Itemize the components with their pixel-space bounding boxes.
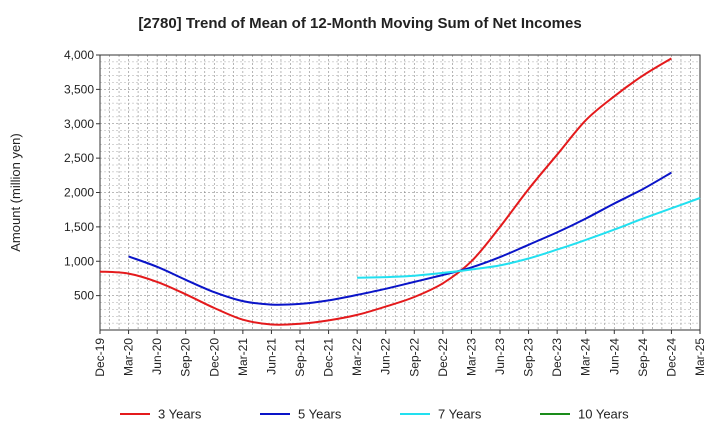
x-tick-label: Jun-24	[607, 338, 621, 375]
legend-label: 3 Years	[158, 407, 202, 422]
x-tick-label: Mar-21	[236, 338, 250, 376]
x-tick-label: Mar-22	[350, 338, 364, 376]
x-tick-label: Sep-21	[293, 338, 307, 377]
series-lines	[99, 57, 701, 326]
legend: 3 Years 5 Years 7 Years 10 Years	[120, 407, 629, 422]
x-tick-label: Mar-20	[122, 338, 136, 376]
y-tick-label: 1,000	[64, 254, 94, 268]
x-tick-label: Sep-24	[636, 338, 650, 377]
y-tick-label: 2,500	[64, 151, 94, 165]
x-tick-label: Jun-22	[379, 338, 393, 375]
x-axis-ticks: Dec-19 Mar-20 Jun-20 Sep-20 Dec-20 Mar-21 Jun-…	[93, 330, 707, 377]
x-tick-label: Jun-21	[264, 338, 278, 375]
x-tick-label: Jun-23	[493, 338, 507, 375]
x-tick-label: Dec-22	[436, 338, 450, 377]
x-tick-label: Sep-22	[407, 338, 421, 377]
x-tick-label: Dec-23	[550, 338, 564, 377]
x-tick-label: Mar-24	[579, 338, 593, 376]
y-axis-ticks: 500 1,000 1,500 2,000 2,500 3,000 3,500 4,000	[64, 48, 100, 303]
y-tick-label: 2,000	[64, 186, 94, 200]
y-tick-label: 3,500	[64, 82, 94, 96]
series-line-7-years	[357, 197, 701, 279]
x-tick-label: Sep-20	[179, 338, 193, 377]
y-tick-label: 1,500	[64, 220, 94, 234]
y-tick-label: 500	[74, 289, 94, 303]
x-tick-label: Sep-23	[522, 338, 536, 377]
x-tick-label: Jun-20	[150, 338, 164, 375]
y-tick-label: 4,000	[64, 48, 94, 62]
legend-label: 10 Years	[578, 407, 629, 422]
grid	[99, 55, 701, 330]
x-tick-label: Mar-23	[464, 338, 478, 376]
chart-title: [2780] Trend of Mean of 12-Month Moving …	[138, 15, 582, 32]
series-line-5-years	[128, 171, 672, 306]
legend-label: 5 Years	[298, 407, 342, 422]
x-tick-label: Dec-19	[93, 338, 107, 377]
y-tick-label: 3,000	[64, 117, 94, 131]
x-tick-label: Dec-20	[207, 338, 221, 377]
x-tick-label: Dec-24	[664, 338, 678, 377]
legend-label: 7 Years	[438, 407, 482, 422]
series-line-3-years	[99, 57, 672, 326]
y-axis-label: Amount (million yen)	[8, 133, 23, 252]
x-tick-label: Dec-21	[322, 338, 336, 377]
x-tick-label: Mar-25	[693, 338, 707, 376]
